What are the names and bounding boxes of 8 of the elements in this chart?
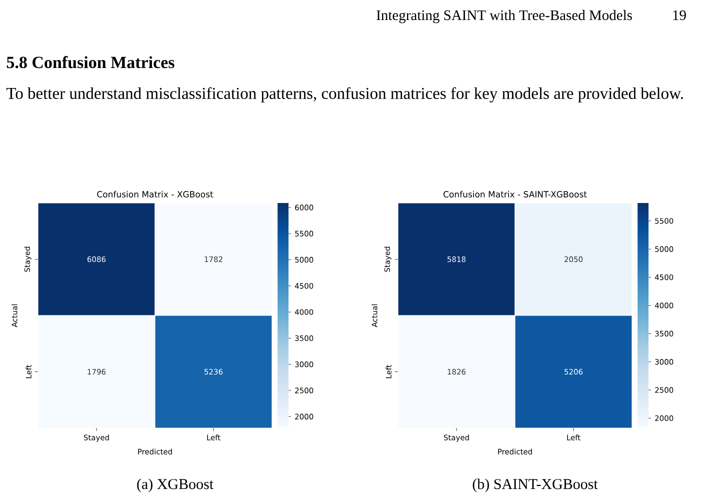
chart-title: Confusion Matrix - SAINT-XGBoost <box>444 190 587 198</box>
text: To better understand misclassification patterns, confusion matrices for key models are provided below. <box>6 87 683 102</box>
chart-title: Confusion Matrix - XGBoost <box>97 190 214 198</box>
text: (b) SAINT-XGBoost <box>472 478 598 492</box>
text: 19 <box>673 10 686 20</box>
text: Integrating SAINT with Tree-Based Models <box>376 10 632 24</box>
text: (a) XGBoost <box>137 478 214 492</box>
text: 5.8 Confusion Matrices <box>6 56 174 68</box>
